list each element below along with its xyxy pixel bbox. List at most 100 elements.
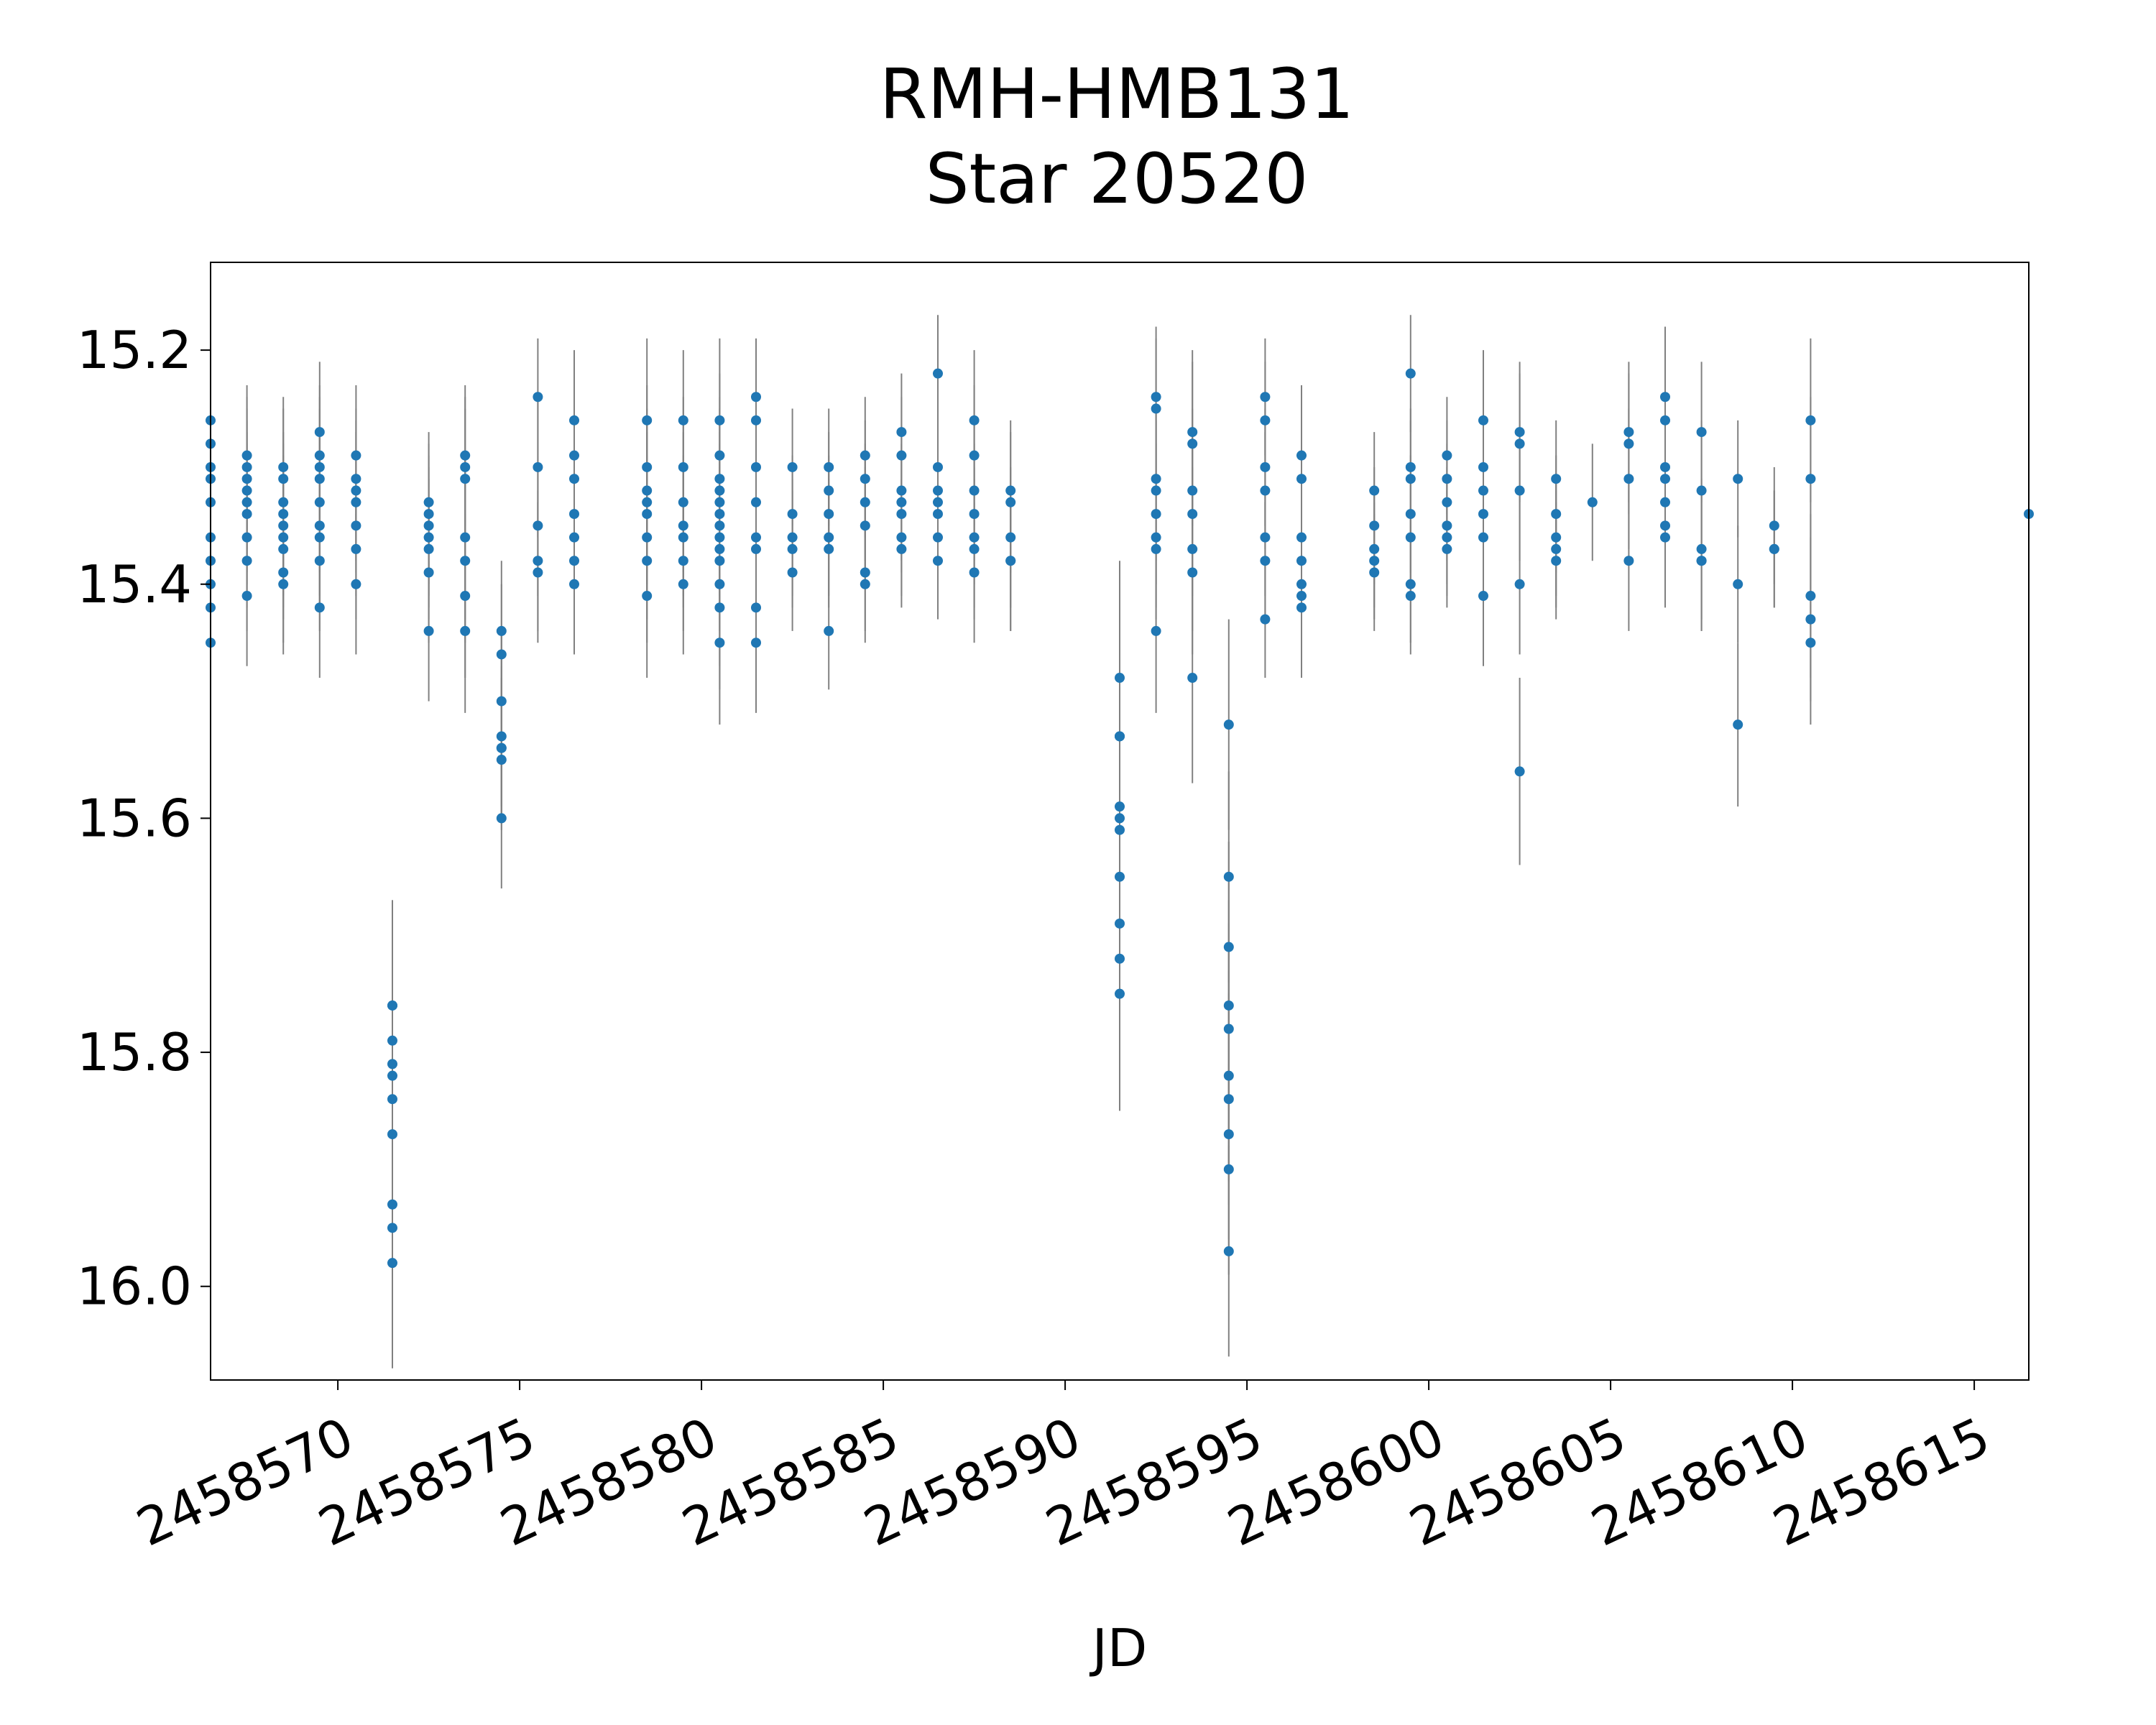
data-point [314, 474, 325, 484]
data-point [278, 532, 289, 543]
data-point [1442, 474, 1452, 484]
data-point [423, 625, 434, 636]
data-point [533, 392, 543, 402]
data-point [496, 696, 507, 707]
y-tick-label: 15.4 [77, 554, 192, 615]
data-point [1115, 731, 1125, 742]
data-point [824, 532, 834, 543]
data-point [824, 509, 834, 520]
data-point [1223, 1094, 1234, 1105]
data-point [314, 556, 325, 566]
data-point [1115, 824, 1125, 835]
data-point [1260, 556, 1271, 566]
data-point [569, 556, 579, 566]
data-point [1260, 461, 1271, 472]
data-point [642, 497, 653, 507]
data-point [1115, 953, 1125, 964]
data-point [678, 461, 688, 472]
data-point [351, 485, 361, 496]
data-point [860, 450, 870, 461]
data-point [496, 813, 507, 824]
data-point [1551, 556, 1562, 566]
data-point [1260, 532, 1271, 543]
data-point [1551, 509, 1562, 520]
data-point [241, 450, 252, 461]
data-point [569, 450, 579, 461]
data-point [387, 1059, 397, 1070]
data-point [714, 579, 725, 589]
data-point [642, 415, 653, 426]
data-point [1223, 1246, 1234, 1256]
data-point [1223, 1070, 1234, 1081]
data-point [751, 461, 761, 472]
data-point [278, 543, 289, 554]
data-point [1223, 1024, 1234, 1034]
data-point [824, 461, 834, 472]
data-point [678, 415, 688, 426]
data-point [533, 461, 543, 472]
data-point [1151, 509, 1161, 520]
data-point [751, 532, 761, 543]
data-point [1187, 543, 1198, 554]
data-point [423, 543, 434, 554]
data-point [423, 509, 434, 520]
data-point [1478, 461, 1488, 472]
data-point [1769, 543, 1779, 554]
data-point [714, 485, 725, 496]
data-point [423, 567, 434, 578]
data-point [860, 567, 870, 578]
data-point [678, 497, 688, 507]
data-point [1260, 415, 1271, 426]
data-point [678, 579, 688, 589]
data-point [787, 567, 798, 578]
data-point [314, 461, 325, 472]
data-point [1805, 638, 1816, 648]
data-point [1478, 509, 1488, 520]
data-point [1223, 1000, 1234, 1011]
data-point [1478, 415, 1488, 426]
data-point [460, 532, 471, 543]
data-point [387, 1199, 397, 1210]
data-point [1187, 673, 1198, 684]
data-point [714, 543, 725, 554]
data-point [1187, 509, 1198, 520]
data-point [896, 497, 907, 507]
data-point [1151, 392, 1161, 402]
data-point [460, 450, 471, 461]
data-point [714, 497, 725, 507]
data-point [1187, 427, 1198, 438]
data-point [1733, 579, 1743, 589]
data-point [933, 461, 943, 472]
data-point [1296, 556, 1307, 566]
data-point [533, 567, 543, 578]
data-point [569, 579, 579, 589]
data-point [1260, 485, 1271, 496]
data-point [896, 485, 907, 496]
data-point [1005, 532, 1016, 543]
data-point [1405, 461, 1416, 472]
data-point [1369, 520, 1380, 531]
data-point [1514, 438, 1525, 449]
data-point [1551, 543, 1562, 554]
data-point [1151, 474, 1161, 484]
data-point [824, 625, 834, 636]
data-point [969, 485, 980, 496]
data-point [241, 497, 252, 507]
data-point [1296, 532, 1307, 543]
data-point [387, 1094, 397, 1105]
data-point [278, 520, 289, 531]
data-point [1696, 543, 1707, 554]
data-point [751, 415, 761, 426]
data-point [496, 731, 507, 742]
data-point [1223, 1129, 1234, 1140]
data-point [1405, 532, 1416, 543]
data-point [969, 509, 980, 520]
data-point [1733, 719, 1743, 730]
data-point [278, 567, 289, 578]
data-point [1442, 450, 1452, 461]
data-point [278, 461, 289, 472]
data-point [860, 497, 870, 507]
data-point [351, 579, 361, 589]
data-point [1223, 1164, 1234, 1174]
